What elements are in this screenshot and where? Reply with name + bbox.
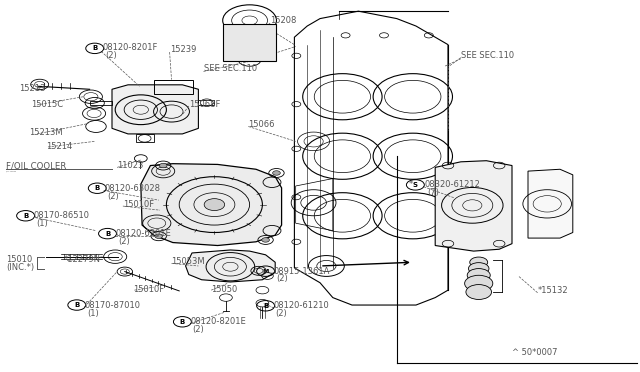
Polygon shape [141, 164, 282, 246]
Text: 15208: 15208 [270, 16, 296, 25]
Circle shape [466, 285, 492, 299]
Circle shape [467, 269, 490, 282]
Text: *12279N: *12279N [64, 255, 101, 264]
Circle shape [204, 199, 225, 211]
Text: 15214: 15214 [46, 142, 72, 151]
Text: 15068F: 15068F [189, 100, 220, 109]
Circle shape [155, 234, 163, 238]
Text: 15010F: 15010F [133, 285, 164, 294]
Text: 08915-1361A: 08915-1361A [274, 267, 330, 276]
Text: B: B [95, 185, 100, 191]
Text: 15015C: 15015C [31, 100, 63, 109]
Text: 15213M: 15213M [29, 128, 63, 137]
Text: B: B [23, 213, 28, 219]
Text: (2): (2) [108, 192, 119, 201]
Text: 11023: 11023 [117, 161, 143, 170]
Polygon shape [186, 250, 275, 282]
Bar [223, 24, 276, 61]
Text: SEE SEC.110: SEE SEC.110 [461, 51, 514, 60]
Polygon shape [528, 169, 573, 238]
Text: 15053M: 15053M [172, 257, 205, 266]
Text: ^ 50*0007: ^ 50*0007 [512, 348, 557, 357]
Polygon shape [435, 161, 512, 251]
Text: B: B [105, 231, 110, 237]
Text: *15132: *15132 [538, 286, 568, 295]
Text: (2): (2) [106, 51, 117, 60]
Text: *: * [408, 180, 413, 189]
Text: 15010F: 15010F [123, 200, 154, 209]
Text: 08120-61210: 08120-61210 [273, 301, 329, 310]
Bar [154, 80, 193, 94]
Text: (2): (2) [192, 326, 204, 334]
Text: (INC.*): (INC.*) [6, 263, 35, 272]
Text: (7): (7) [428, 188, 440, 197]
Text: S: S [413, 182, 418, 188]
Text: B: B [92, 45, 97, 51]
Polygon shape [112, 85, 198, 134]
Text: (2): (2) [118, 237, 130, 246]
Text: 15010: 15010 [6, 255, 33, 264]
Text: B: B [263, 303, 268, 309]
Text: 08170-86510: 08170-86510 [33, 211, 90, 220]
Circle shape [262, 238, 269, 242]
Text: 08320-61212: 08320-61212 [425, 180, 481, 189]
Text: 15239: 15239 [170, 45, 196, 54]
Circle shape [273, 171, 280, 175]
Circle shape [470, 257, 488, 267]
Text: 08120-6201E: 08120-6201E [115, 229, 171, 238]
Circle shape [468, 263, 489, 275]
Text: 15050: 15050 [211, 285, 237, 294]
Circle shape [159, 163, 167, 168]
Text: 08120-63028: 08120-63028 [104, 184, 160, 193]
Text: (1): (1) [36, 219, 48, 228]
Text: SEE SEC.110: SEE SEC.110 [204, 64, 257, 73]
Circle shape [465, 275, 493, 292]
Text: 15213: 15213 [19, 84, 45, 93]
Text: (2): (2) [276, 275, 288, 283]
Text: B: B [74, 302, 79, 308]
Text: 08170-87010: 08170-87010 [84, 301, 141, 310]
Text: 08120-8201F: 08120-8201F [102, 43, 158, 52]
Text: 08120-8201E: 08120-8201E [190, 317, 246, 326]
Text: 15066: 15066 [248, 120, 275, 129]
Text: F/OIL COOLER: F/OIL COOLER [6, 161, 67, 170]
Text: (1): (1) [87, 309, 99, 318]
Text: (2): (2) [275, 309, 287, 318]
Text: B: B [180, 319, 185, 325]
Text: M: M [262, 269, 269, 274]
Text: F/OIL COOLER: F/OIL COOLER [6, 170, 16, 172]
